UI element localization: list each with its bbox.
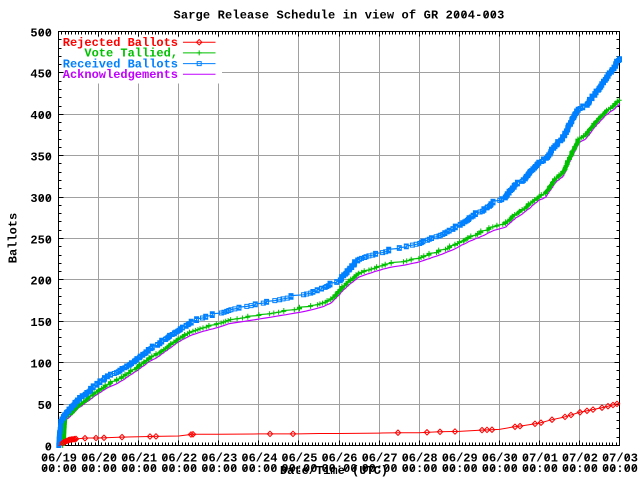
svg-text:00:00: 00:00 [121,462,157,476]
svg-text:06/29: 06/29 [442,452,478,466]
svg-text:07/01: 07/01 [522,452,558,466]
svg-text:06/26: 06/26 [321,452,357,466]
svg-text:350: 350 [30,151,52,165]
svg-text:07/03: 07/03 [602,452,638,466]
svg-text:Vote Tallied,: Vote Tallied, [84,47,178,61]
svg-text:06/22: 06/22 [161,452,197,466]
svg-text:06/20: 06/20 [81,452,117,466]
svg-text:150: 150 [30,316,52,330]
svg-text:06/21: 06/21 [121,452,157,466]
svg-text:00:00: 00:00 [362,462,398,476]
svg-text:06/19: 06/19 [41,452,77,466]
svg-text:00:00: 00:00 [321,462,357,476]
svg-text:00:00: 00:00 [562,462,598,476]
svg-text:06/23: 06/23 [201,452,237,466]
svg-text:00:00: 00:00 [442,462,478,476]
svg-text:07/02: 07/02 [562,452,598,466]
svg-text:00:00: 00:00 [41,462,77,476]
svg-text:Acknowledgements: Acknowledgements [63,68,178,82]
svg-text:00:00: 00:00 [522,462,558,476]
svg-text:00:00: 00:00 [281,462,317,476]
svg-text:06/24: 06/24 [241,452,277,466]
svg-text:06/25: 06/25 [281,452,317,466]
svg-text:250: 250 [30,233,52,247]
svg-text:00:00: 00:00 [81,462,117,476]
svg-text:450: 450 [30,68,52,82]
svg-text:00:00: 00:00 [241,462,277,476]
svg-text:00:00: 00:00 [482,462,518,476]
svg-text:Ballots: Ballots [7,213,21,263]
svg-text:06/27: 06/27 [362,452,398,466]
svg-text:Received Ballots: Received Ballots [63,57,178,71]
svg-text:00:00: 00:00 [161,462,197,476]
svg-text:Sarge Release Schedule in view: Sarge Release Schedule in view of GR 200… [173,9,504,23]
svg-text:06/28: 06/28 [402,452,438,466]
svg-text:00:00: 00:00 [402,462,438,476]
svg-text:50: 50 [38,399,52,413]
svg-text:00:00: 00:00 [602,462,638,476]
svg-text:06/30: 06/30 [482,452,518,466]
svg-text:00:00: 00:00 [201,462,237,476]
svg-text:Rejected Ballots: Rejected Ballots [63,36,178,50]
